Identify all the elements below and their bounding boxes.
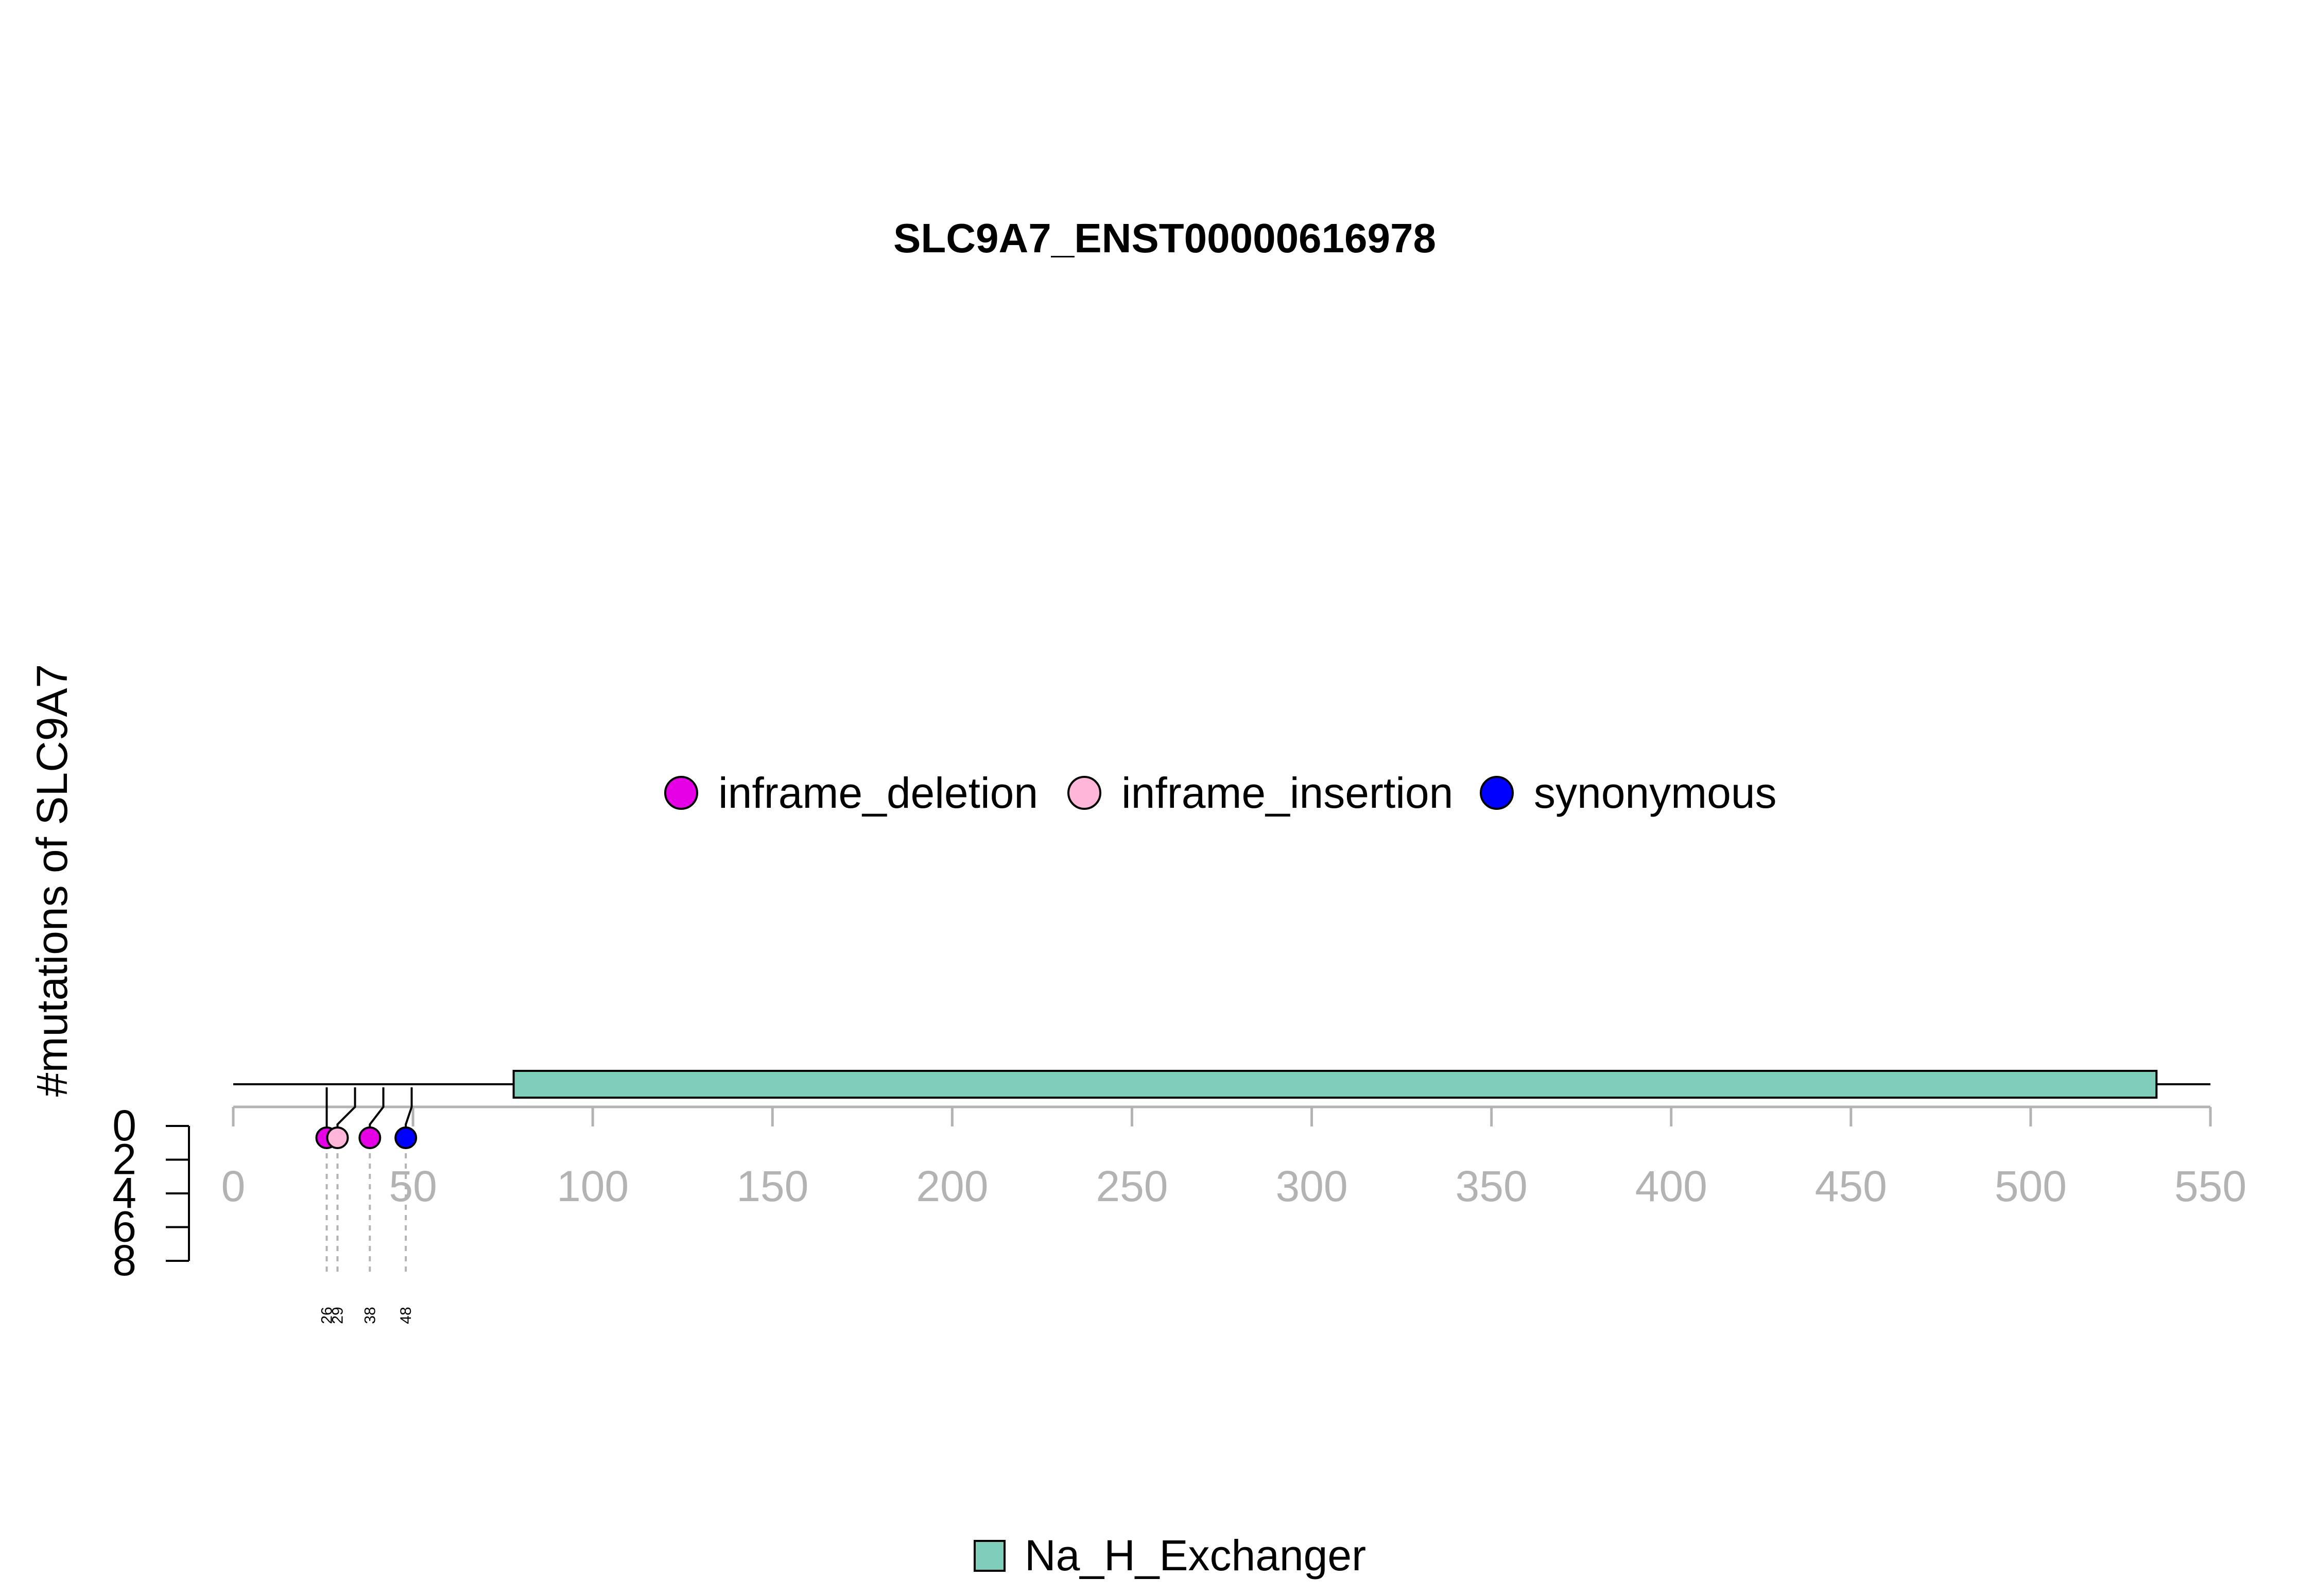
mutation-label-29: 29 bbox=[329, 1307, 346, 1324]
legend-marker-synonymous bbox=[1480, 776, 1514, 810]
x-tick-label-500: 500 bbox=[1995, 1162, 2067, 1210]
mutation-point-38 bbox=[358, 1126, 382, 1149]
legend-swatch-Na_H_Exchanger bbox=[974, 1540, 1006, 1572]
x-tick-label-150: 150 bbox=[736, 1162, 808, 1210]
legend-label-synonymous: synonymous bbox=[1534, 769, 1777, 817]
legend-label-inframe_insertion: inframe_insertion bbox=[1121, 769, 1453, 817]
y-tick-label-6: 6 bbox=[112, 1203, 136, 1251]
mutation-label-38: 38 bbox=[361, 1307, 378, 1324]
x-tick-label-450: 450 bbox=[1815, 1162, 1887, 1210]
mutation-label-48: 48 bbox=[397, 1307, 414, 1324]
legend-label-inframe_deletion: inframe_deletion bbox=[718, 769, 1038, 817]
x-tick-label-350: 350 bbox=[1456, 1162, 1528, 1210]
y-tick-label-4: 4 bbox=[112, 1169, 136, 1217]
domain-legend: Na_H_Exchanger bbox=[974, 1531, 1366, 1580]
x-tick-label-0: 0 bbox=[221, 1162, 246, 1210]
mutation-label-26: 26 bbox=[319, 1307, 336, 1324]
x-tick-label-50: 50 bbox=[389, 1162, 437, 1210]
y-tick-label-2: 2 bbox=[112, 1135, 136, 1184]
chart-title: SLC9A7_ENST00000616978 bbox=[893, 215, 1436, 261]
x-tick-label-250: 250 bbox=[1096, 1162, 1168, 1210]
x-tick-label-300: 300 bbox=[1275, 1162, 1347, 1210]
mutation-point-29 bbox=[326, 1126, 349, 1149]
x-tick-label-550: 550 bbox=[2174, 1162, 2246, 1210]
mutation-legend: inframe_deletion inframe_insertion synonym… bbox=[664, 769, 1777, 817]
y-axis-label: #mutations of SLC9A7 bbox=[28, 664, 76, 1097]
y-tick-label-0: 0 bbox=[112, 1101, 136, 1150]
protein-track bbox=[233, 1070, 2210, 1099]
x-axis: 0 50 100 150 200 250 300 350 400 450 500 550 bbox=[221, 1105, 2246, 1210]
domain-Na_H_Exchanger bbox=[512, 1070, 2158, 1099]
mutation-point-48 bbox=[394, 1126, 418, 1149]
y-tick-label-8: 8 bbox=[112, 1236, 136, 1285]
x-tick-label-400: 400 bbox=[1635, 1162, 1707, 1210]
legend-marker-inframe_deletion bbox=[664, 776, 698, 810]
x-tick-label-200: 200 bbox=[916, 1162, 988, 1210]
legend-label-Na_H_Exchanger: Na_H_Exchanger bbox=[1025, 1531, 1366, 1580]
legend-marker-inframe_insertion bbox=[1067, 776, 1101, 810]
x-tick-label-100: 100 bbox=[557, 1162, 629, 1210]
